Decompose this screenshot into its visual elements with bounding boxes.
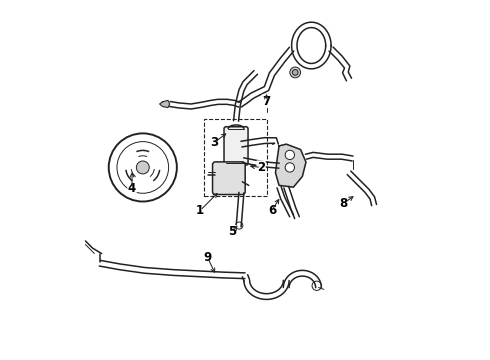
FancyBboxPatch shape: [224, 127, 248, 165]
Text: 5: 5: [228, 225, 237, 238]
Text: 7: 7: [263, 95, 270, 108]
Circle shape: [285, 163, 294, 172]
Text: 3: 3: [211, 136, 219, 149]
Circle shape: [290, 67, 300, 78]
Polygon shape: [275, 144, 306, 187]
Circle shape: [136, 161, 149, 174]
Text: 4: 4: [128, 183, 136, 195]
Text: 2: 2: [257, 161, 265, 174]
Circle shape: [285, 150, 294, 159]
Circle shape: [293, 69, 298, 75]
Text: 6: 6: [268, 204, 276, 217]
Text: 9: 9: [203, 251, 212, 264]
Text: 1: 1: [196, 204, 204, 217]
Polygon shape: [160, 100, 170, 108]
Text: 8: 8: [340, 197, 348, 210]
Bar: [204, 119, 267, 196]
FancyBboxPatch shape: [213, 162, 245, 194]
